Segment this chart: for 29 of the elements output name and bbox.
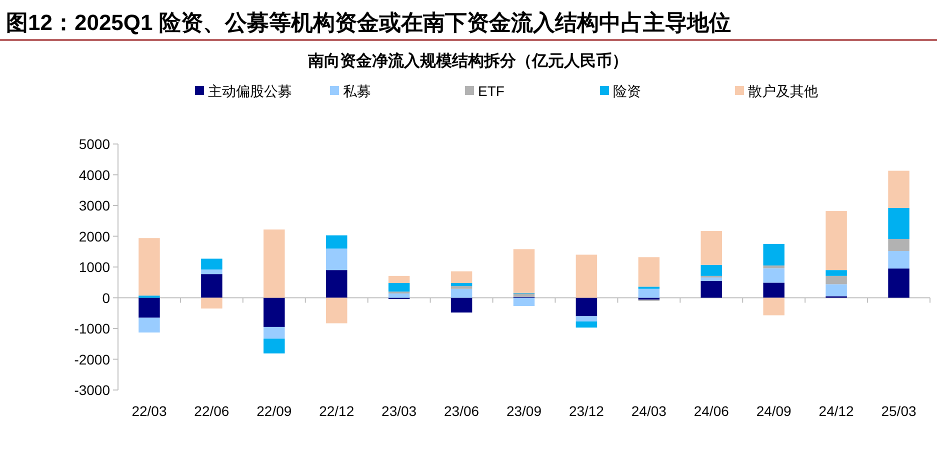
x-tick-label: 24/12 (818, 403, 854, 419)
legend-label: 险资 (613, 83, 641, 99)
x-tick-label: 23/06 (444, 403, 480, 419)
x-tick-label: 24/09 (756, 403, 792, 419)
chart-subtitle: 南向资金净流入规模结构拆分（亿元人民币） (307, 51, 628, 70)
legend-label: 私募 (343, 83, 371, 99)
y-tick-label: -1000 (74, 320, 110, 336)
legend-label: ETF (478, 83, 504, 99)
x-tick-label: 23/12 (568, 403, 604, 419)
x-tick-label: 24/06 (694, 403, 730, 419)
y-tick-label: 5000 (78, 136, 110, 152)
x-tick-label: 23/03 (382, 403, 417, 419)
legend-label: 散户及其他 (748, 83, 818, 99)
x-tick-label: 23/09 (506, 403, 542, 419)
y-tick-label: 4000 (78, 166, 110, 183)
chart-title: 图12：2025Q1 险资、公募等机构资金或在南下资金流入结构中占主导地位 (6, 10, 731, 35)
x-tick-label: 22/06 (194, 403, 230, 419)
y-tick-label: 0 (102, 290, 110, 306)
legend-label: 主动偏股公募 (208, 83, 292, 99)
x-tick-label: 22/03 (132, 403, 167, 419)
x-tick-label: 22/12 (319, 403, 354, 419)
x-tick-label: 24/03 (631, 403, 667, 419)
x-tick-label: 25/03 (881, 403, 916, 419)
y-tick-label: 3000 (78, 198, 110, 214)
x-tick-label: 22/09 (256, 403, 292, 419)
y-tick-label: 2000 (78, 228, 110, 244)
y-tick-label: -2000 (74, 351, 110, 368)
y-tick-label: 1000 (78, 259, 110, 275)
y-tick-label: -3000 (74, 382, 110, 398)
